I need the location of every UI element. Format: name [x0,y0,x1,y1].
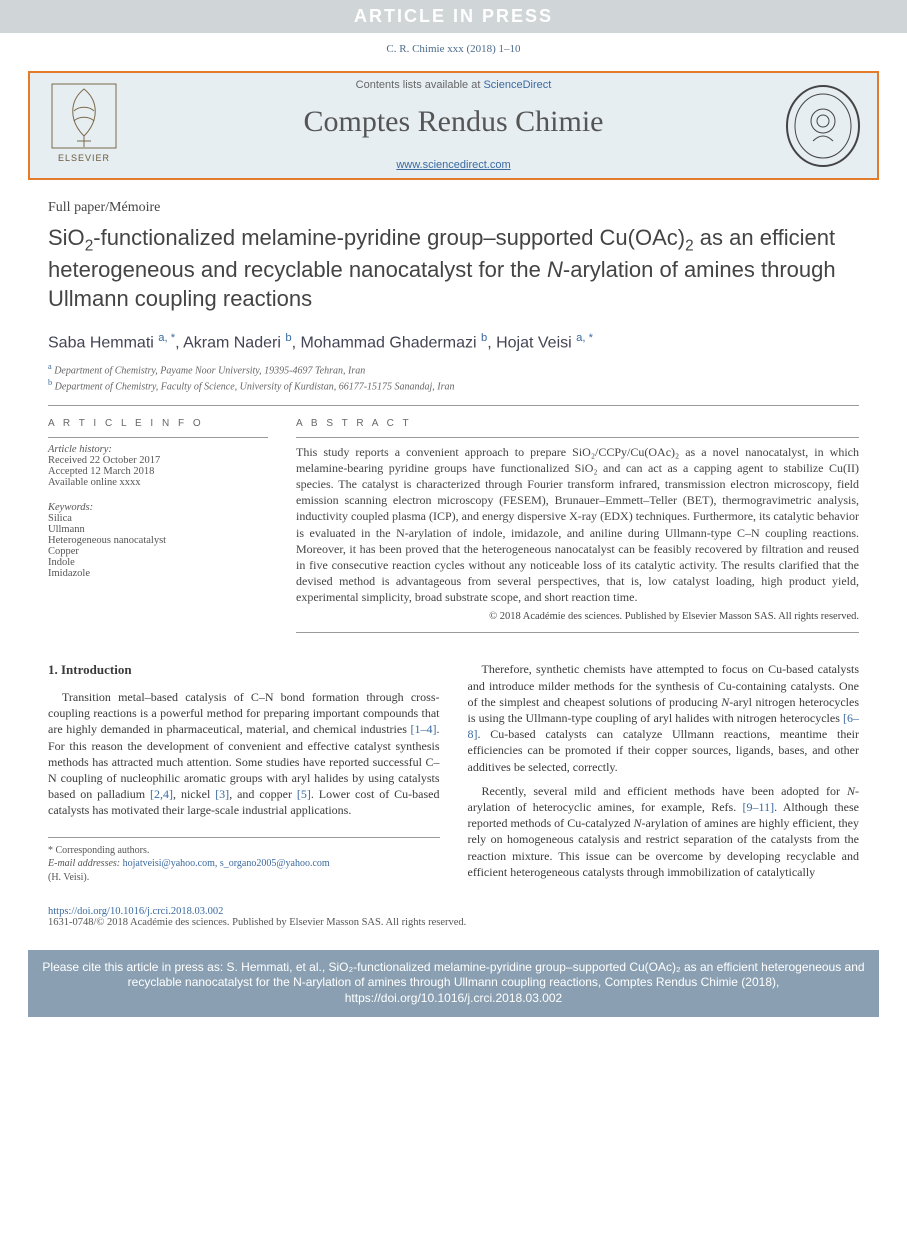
journal-url-link[interactable]: www.sciencedirect.com [396,159,510,171]
journal-title: Comptes Rendus Chimie [132,105,775,139]
article-title: SiO2-functionalized melamine-pyridine gr… [48,224,859,314]
paragraph: Therefore, synthetic chemists have attem… [468,661,860,774]
paper-type: Full paper/Mémoire [48,200,859,216]
header-top-row: ELSEVIER Contents lists available at Sci… [30,73,877,178]
history-head: Article history: [48,444,268,455]
society-seal [783,81,863,171]
keyword: Ullmann [48,524,268,535]
in-press-banner: ARTICLE IN PRESS [0,0,907,33]
abstract-heading: A B S T R A C T [296,418,859,429]
affiliation: b Department of Chemistry, Faculty of Sc… [48,378,859,392]
citation-line: C. R. Chimie xxx (2018) 1–10 [0,33,907,65]
title-sub1: 2 [85,237,94,254]
title-p1: SiO [48,225,85,250]
col2-paras: Therefore, synthetic chemists have attem… [468,661,860,879]
main-text-columns: 1. Introduction Transition metal–based c… [48,661,859,887]
cite-box: Please cite this article in press as: S.… [28,950,879,1017]
elsevier-logo: ELSEVIER [44,81,124,171]
main-col-left: 1. Introduction Transition metal–based c… [48,661,440,887]
abstract-rule [296,437,859,438]
keywords-list: SilicaUllmannHeterogeneous nanocatalystC… [48,513,268,579]
article-info-heading: A R T I C L E I N F O [48,418,268,429]
keywords-head: Keywords: [48,502,268,513]
paragraph: Transition metal–based catalysis of C–N … [48,689,440,819]
doi-copyright: 1631-0748/© 2018 Académie des sciences. … [48,917,466,928]
doi-block: https://doi.org/10.1016/j.crci.2018.03.0… [48,906,859,928]
keyword: Imidazole [48,568,268,579]
online-line: Available online xxxx [48,477,268,488]
contents-line: Contents lists available at ScienceDirec… [132,79,775,91]
email-line: E-mail addresses: hojatveisi@yahoo.com, … [48,857,440,871]
journal-header: ELSEVIER Contents lists available at Sci… [28,71,879,180]
affiliation: a Department of Chemistry, Payame Noor U… [48,362,859,376]
corresponding-note: * Corresponding authors. [48,844,440,858]
keyword: Indole [48,557,268,568]
abstract-text: This study reports a convenient approach… [296,444,859,606]
authors-line: Saba Hemmati a, *, Akram Naderi b, Moham… [48,332,859,352]
sciencedirect-link[interactable]: ScienceDirect [483,79,551,91]
paragraph: Recently, several mild and efficient met… [468,783,860,880]
info-rule [48,437,268,438]
accepted-line: Accepted 12 March 2018 [48,466,268,477]
email-label: E-mail addresses: [48,858,123,869]
keyword: Heterogeneous nanocatalyst [48,535,268,546]
keyword: Copper [48,546,268,557]
doi-link[interactable]: https://doi.org/10.1016/j.crci.2018.03.0… [48,906,223,917]
title-p2: -functionalized melamine-pyridine group–… [93,225,685,250]
title-sub2: 2 [685,237,694,254]
email-links[interactable]: hojatveisi@yahoo.com, s_organo2005@yahoo… [123,858,330,869]
article-body: Full paper/Mémoire SiO2-functionalized m… [0,186,907,896]
divider-rule [48,405,859,406]
abstract-column: A B S T R A C T This study reports a con… [296,418,859,634]
received-line: Received 22 October 2017 [48,455,268,466]
intro-heading: 1. Introduction [48,661,440,679]
info-abstract-row: A R T I C L E I N F O Article history: R… [48,418,859,634]
footnote-block: * Corresponding authors. E-mail addresse… [48,837,440,885]
header-center: Contents lists available at ScienceDirec… [124,79,783,172]
contents-prefix: Contents lists available at [356,79,484,91]
main-col-right: Therefore, synthetic chemists have attem… [468,661,860,887]
article-info-column: A R T I C L E I N F O Article history: R… [48,418,268,634]
abstract-copyright: © 2018 Académie des sciences. Published … [296,611,859,622]
col1-paras: Transition metal–based catalysis of C–N … [48,689,440,819]
keyword: Silica [48,513,268,524]
email-who: (H. Veisi). [48,871,440,885]
elsevier-label: ELSEVIER [58,153,110,163]
title-ital: N [547,257,563,282]
affiliations: a Department of Chemistry, Payame Noor U… [48,362,859,393]
abstract-end-rule [296,632,859,633]
